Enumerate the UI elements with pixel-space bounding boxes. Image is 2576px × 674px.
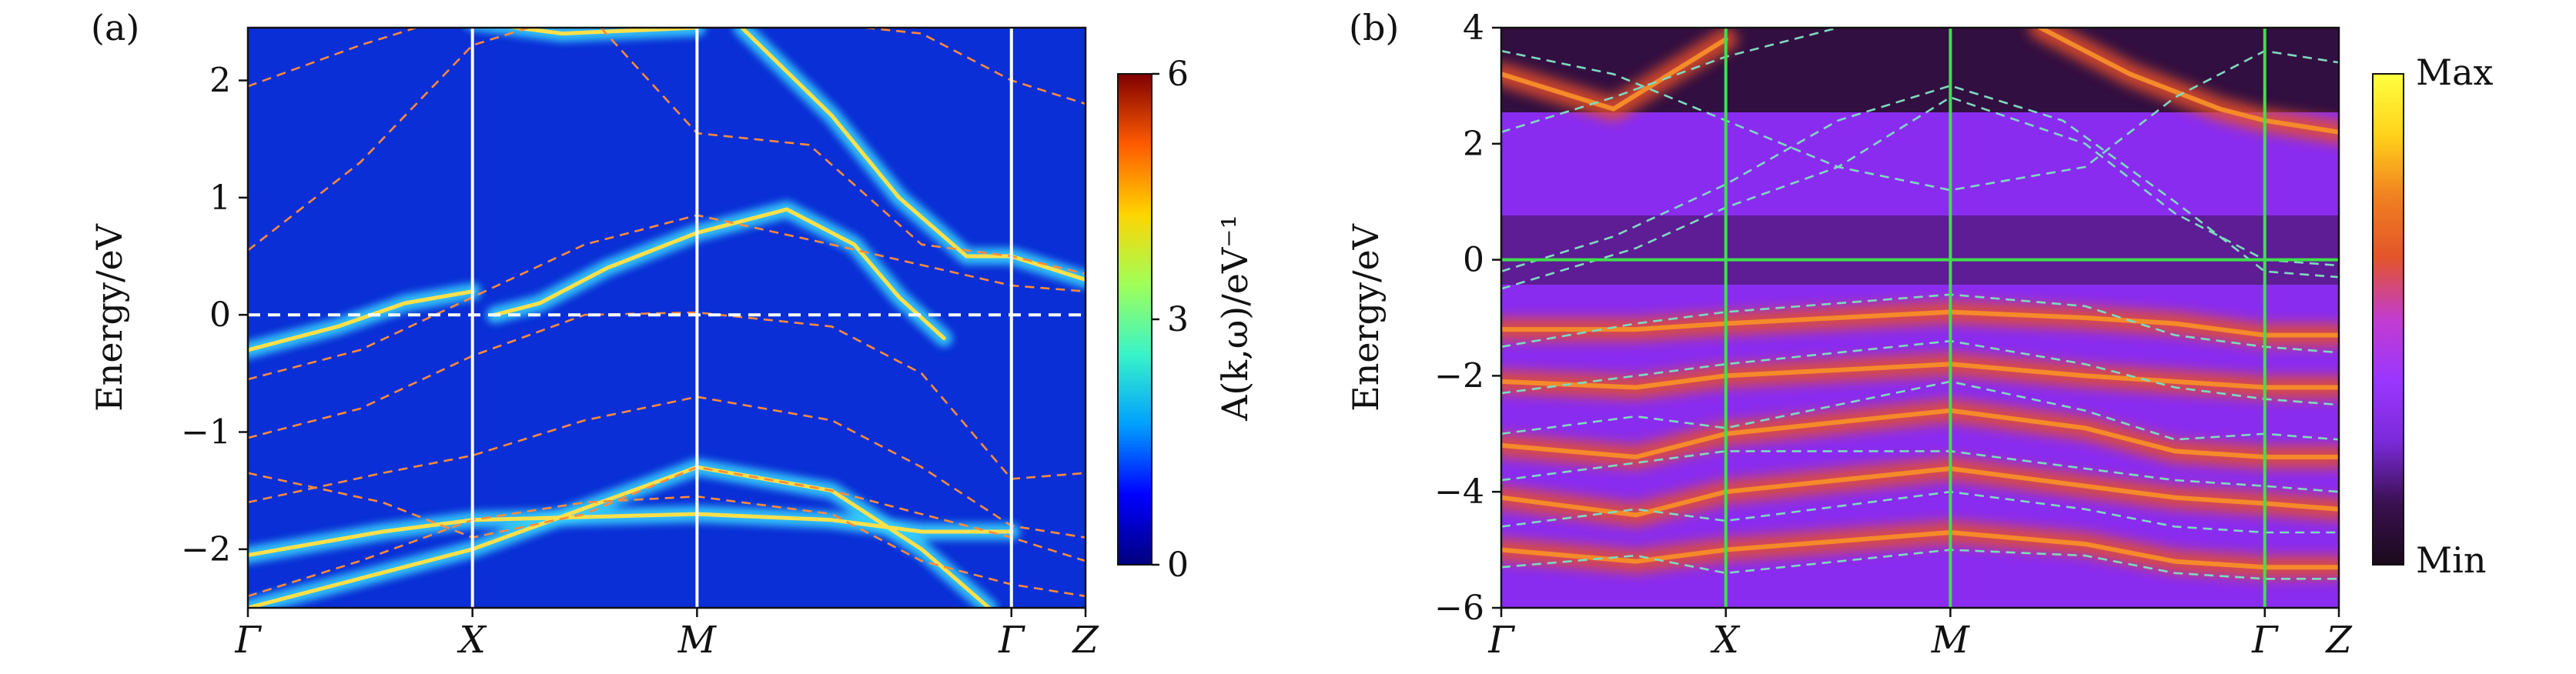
panel-a-colorbar-label: A(k,ω)/eV⁻¹ — [1214, 215, 1256, 422]
panel-b-spectral-band — [1501, 362, 2339, 390]
panel-b-dft-band — [1501, 96, 2339, 290]
panel-a-dft-band — [248, 214, 1086, 381]
panel-b-dft-band — [1501, 380, 2339, 441]
panel-a: (a) 2 1 0 −1 −2 Γ X M Γ Z Energy/eV 6 3 0 A(k,ω)/e… — [89, 7, 1256, 662]
panel-a-colorbar-ticks: 6 3 0 — [1152, 55, 1189, 585]
panel-a-colorbar — [1117, 73, 1153, 566]
panel-b-spectral-band — [1501, 309, 2339, 338]
panel-a-yticks: 2 1 0 −1 −2 — [181, 62, 248, 569]
panel-a-kpoint-label: Γ — [234, 619, 262, 662]
panel-a-kpoint-label: X — [457, 619, 487, 662]
panel-b-tag: (b) — [1349, 7, 1399, 48]
panel-a-ytick-label: 1 — [209, 179, 231, 218]
panel-a-ytick-label: 0 — [209, 295, 231, 335]
panel-b-kpoint-label: Z — [2324, 619, 2353, 662]
panel-b-colorbar-max-label: Max — [2416, 52, 2494, 93]
panel-a-colorbar-tick-label: 6 — [1167, 55, 1189, 94]
panel-b-kpoint-label: M — [1931, 619, 1971, 662]
panel-b-colorbar — [2372, 73, 2404, 566]
panel-a-spectral-band — [502, 28, 699, 36]
panel-a-ytick-label: −1 — [181, 413, 231, 452]
panel-b-dft-band — [1501, 49, 2339, 192]
panel-a-ytick-label: 2 — [209, 62, 231, 101]
panel-b-spectral-band — [1501, 408, 2339, 459]
panel-a-kpoint-label: Z — [1071, 619, 1099, 662]
panel-b-dft-band — [1501, 293, 2339, 354]
panel-a-colorbar-tick-label: 3 — [1167, 300, 1189, 339]
panel-b-kpoint-label: Γ — [1487, 619, 1515, 662]
panel-a-frame — [246, 26, 1087, 609]
panel-a-dft-band — [248, 465, 1086, 562]
panel-b-spectral-band — [2038, 28, 2339, 135]
panel-b-ytick-label: −2 — [1434, 356, 1484, 395]
panel-b-dft-band — [1501, 339, 2339, 406]
panel-b-dft-band — [1501, 85, 2339, 279]
panel-b-colorbar-min-label: Min — [2416, 539, 2486, 581]
panel-b-ytick-label: −4 — [1434, 472, 1484, 512]
panel-a-dft-band — [248, 395, 1086, 539]
panel-a-kpoint-label: Γ — [998, 619, 1025, 662]
panel-a-dft-band — [248, 311, 1086, 480]
panel-b-dft-band — [1501, 490, 2339, 534]
panel-b-ylabel: Energy/eV — [1345, 223, 1387, 412]
panel-a-colorbar-tick-label: 0 — [1167, 546, 1189, 585]
panel-a-ylabel: Energy/eV — [89, 223, 130, 412]
panel-a-tag: (a) — [91, 7, 139, 48]
panel-b-dft-band — [1501, 28, 1838, 133]
panel-b-ytick-label: −6 — [1434, 589, 1484, 628]
panel-a-marks — [248, 28, 1086, 608]
panel-a-kpoint-label: M — [677, 619, 718, 662]
panel-b-kpoint-label: Γ — [2251, 619, 2279, 662]
panel-b-yticks: 4 2 0 −2 −4 −6 — [1434, 8, 1501, 628]
panel-b-ytick-label: 2 — [1463, 125, 1484, 164]
panel-b-spectral-band — [1501, 466, 2339, 518]
panel-a-ytick-label: −2 — [181, 530, 231, 569]
panel-b-spectral-band — [1501, 37, 1728, 112]
panel-b-ytick-label: 4 — [1463, 8, 1484, 48]
panel-b-marks — [1501, 28, 2339, 608]
panel-b-spectral-band — [1501, 530, 2339, 570]
panel-b-kpoint-label: X — [1710, 619, 1741, 662]
panel-b-frame — [1500, 26, 2340, 609]
panel-a-spectral-band — [493, 207, 946, 341]
panel-b: (b) 4 2 0 −2 −4 −6 Γ X M Γ Z Energy/eV Max Min — [1345, 7, 2494, 662]
panel-b-ytick-label: 0 — [1463, 241, 1484, 280]
